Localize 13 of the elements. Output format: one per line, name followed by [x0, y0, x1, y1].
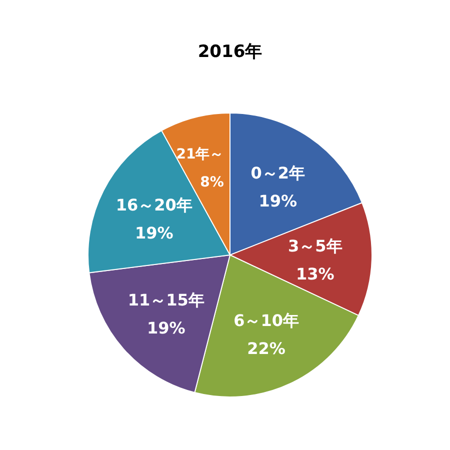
slice-label: 3～5年: [288, 236, 342, 256]
slice-label: 0～2年: [250, 164, 306, 183]
chart-title: 2016年: [198, 42, 262, 62]
data-label: 19%: [134, 223, 174, 242]
data-label: 19%: [258, 192, 298, 211]
slice-label: 16～20年: [116, 195, 192, 214]
slice-label: 21年～: [176, 146, 224, 162]
data-label: 8%: [200, 174, 224, 190]
slice-label: 6～10年: [234, 311, 299, 330]
data-label: 22%: [247, 339, 286, 358]
slice-label: 11～15年: [128, 290, 204, 310]
data-label: 19%: [146, 318, 186, 338]
data-label: 13%: [296, 264, 334, 284]
